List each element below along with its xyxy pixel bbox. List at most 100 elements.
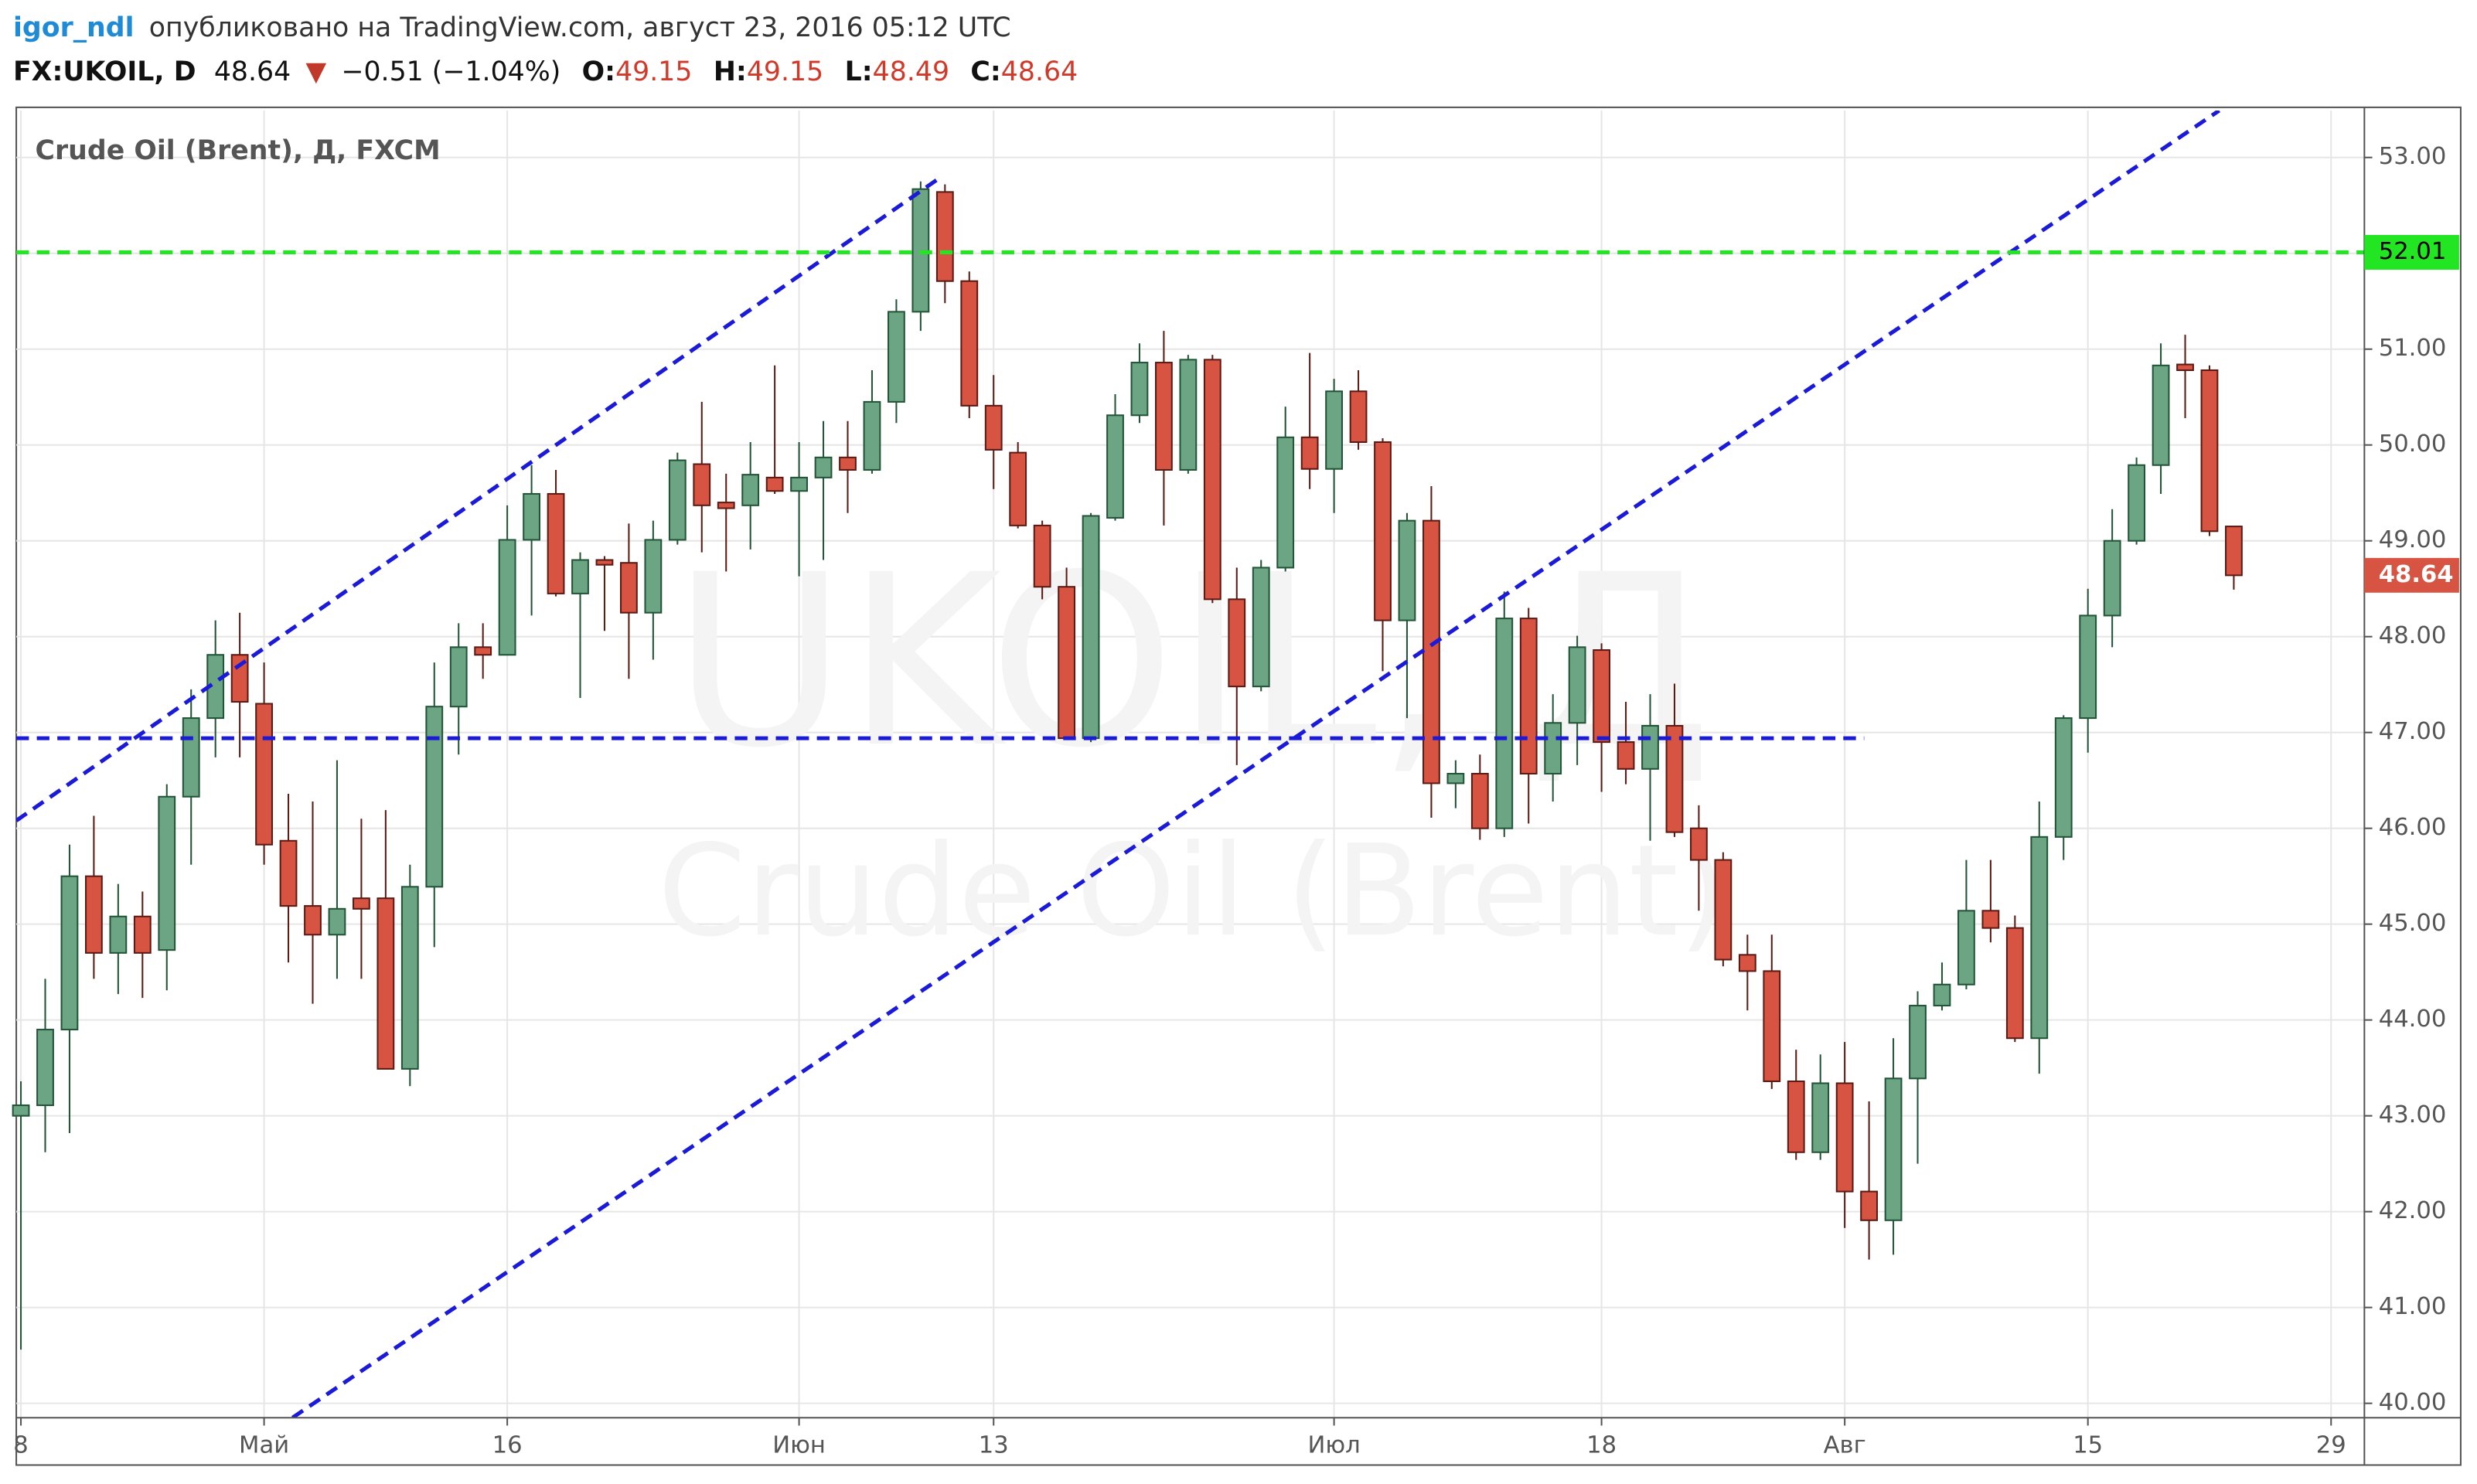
down-arrow: ▼ xyxy=(305,56,326,87)
x-tick-label: 13 xyxy=(979,1431,1009,1458)
candle-body xyxy=(1349,390,1368,444)
candle-body xyxy=(1300,436,1319,470)
candle-body xyxy=(1544,722,1562,775)
y-tick-label: 44.00 xyxy=(2379,1006,2447,1033)
candle-body xyxy=(400,886,419,1070)
trend-line xyxy=(291,110,2220,1418)
x-tick-label: 16 xyxy=(492,1431,523,1458)
l-value: 48.49 xyxy=(873,56,949,87)
change: −0.51 (−1.04%) xyxy=(341,56,560,87)
candle-body xyxy=(1787,1080,1805,1153)
candle-body xyxy=(1179,359,1198,471)
candle-body xyxy=(1568,646,1586,724)
candle-body xyxy=(2054,717,2073,838)
candle-body xyxy=(36,1029,54,1107)
l-label: L: xyxy=(845,56,873,87)
candle-body xyxy=(839,456,857,471)
candle-body xyxy=(498,539,516,656)
candle-body xyxy=(1933,983,1951,1007)
candle-body xyxy=(1665,724,1684,833)
candle-body xyxy=(2128,464,2146,542)
candle-body xyxy=(1325,390,1344,470)
candle-body xyxy=(2030,836,2049,1040)
candle-body xyxy=(571,559,589,594)
price-box xyxy=(2364,235,2459,270)
candle-body xyxy=(182,717,200,798)
x-tick-label: Май xyxy=(239,1431,289,1458)
candle-body xyxy=(2200,369,2219,533)
c-label: C: xyxy=(970,56,1000,87)
candle-body xyxy=(1082,515,1100,740)
candle-body xyxy=(1519,618,1538,775)
last-price-box xyxy=(2364,557,2459,593)
candle-body xyxy=(888,311,905,403)
candle-body xyxy=(2152,364,2170,466)
candle-body xyxy=(1909,1005,1927,1080)
candle-body xyxy=(1763,970,1781,1083)
candle-body xyxy=(693,463,711,506)
candle-body xyxy=(790,476,808,492)
h-value: 49.15 xyxy=(747,56,823,87)
candle-body xyxy=(1252,567,1270,688)
candle-body xyxy=(1033,524,1051,588)
candle-body xyxy=(1835,1082,1854,1193)
candle-body xyxy=(863,400,881,471)
candle-body xyxy=(1811,1082,1830,1153)
candle-body xyxy=(668,459,687,541)
candle-body xyxy=(328,907,346,936)
candle-body xyxy=(60,875,79,1031)
candle-body xyxy=(304,905,322,936)
y-tick-label: 42.00 xyxy=(2379,1197,2447,1224)
candle-body xyxy=(765,476,784,492)
candle-body xyxy=(1446,772,1465,785)
o-label: O: xyxy=(582,56,615,87)
x-tick-label: Июн xyxy=(772,1431,826,1458)
candle-body xyxy=(1690,827,1708,861)
author[interactable]: igor_ndl xyxy=(13,12,135,43)
x-tick-label: 15 xyxy=(2073,1431,2103,1458)
candle-body xyxy=(12,1104,30,1117)
x-tick-label: 8 xyxy=(13,1431,28,1458)
x-tick-label: Июл xyxy=(1307,1431,1360,1458)
candle-body xyxy=(449,646,468,708)
candle-body xyxy=(425,706,444,888)
candle-body xyxy=(1860,1190,1879,1221)
candle-body xyxy=(741,474,760,506)
price-box-label: 52.01 xyxy=(2379,238,2447,265)
candle-body xyxy=(1495,618,1514,829)
legend: Crude Oil (Brent), Д, FXCM xyxy=(36,135,441,166)
candle-body xyxy=(2176,363,2194,372)
candle-body xyxy=(1714,859,1733,961)
watermark-name: Crude Oil (Brent) xyxy=(658,817,1728,965)
chart-frame xyxy=(15,106,2462,1466)
candle-body xyxy=(158,795,176,951)
candle-body xyxy=(1155,362,1173,471)
candle-body xyxy=(109,915,128,954)
candle-body xyxy=(1422,519,1440,785)
y-tick-label: 46.00 xyxy=(2379,814,2447,841)
y-tick-label: 41.00 xyxy=(2379,1293,2447,1320)
trend-line xyxy=(16,175,942,822)
candle-body xyxy=(2225,526,2243,577)
last-price: 48.64 xyxy=(214,56,291,87)
candle-body xyxy=(474,646,492,656)
candle-body xyxy=(2103,539,2121,617)
candle-body xyxy=(644,539,663,614)
x-tick-label: Авг xyxy=(1824,1431,1866,1458)
candle-body xyxy=(279,839,298,907)
candle-body xyxy=(1398,519,1416,621)
candle-body xyxy=(2005,927,2024,1040)
symbol-line: FX:UKOIL, D 48.64 ▼ −0.51 (−1.04%) O:49.… xyxy=(13,56,1078,87)
candle-body xyxy=(960,280,979,407)
candle-body xyxy=(1106,414,1124,519)
candle-body xyxy=(2079,614,2097,720)
candle-body xyxy=(1470,772,1489,829)
candle-body xyxy=(376,897,395,1070)
x-tick-label: 18 xyxy=(1586,1431,1617,1458)
candle-body xyxy=(1957,910,1975,985)
candle-body xyxy=(353,897,370,910)
y-tick-label: 53.00 xyxy=(2379,143,2447,170)
candle-body xyxy=(1641,724,1659,770)
